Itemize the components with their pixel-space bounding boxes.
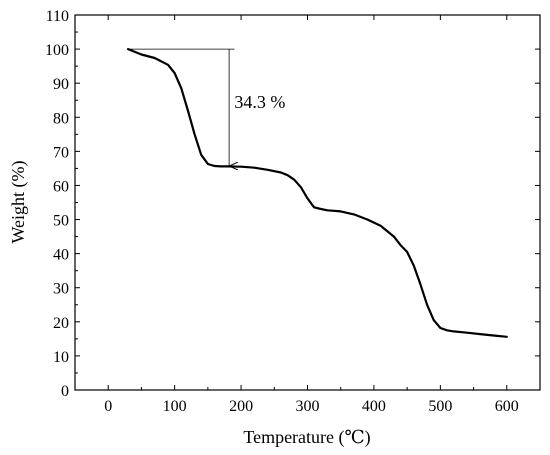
y-tick-label: 100 (45, 42, 69, 59)
y-tick-label: 80 (53, 110, 69, 127)
y-tick-label: 110 (46, 8, 69, 25)
x-axis: 0 100 200 300 400 500 600 (74, 15, 541, 415)
y-tick-label: 0 (61, 383, 69, 400)
y-tick-label: 50 (53, 213, 69, 230)
x-tick-label: 100 (163, 398, 187, 415)
series-layer (127, 47, 508, 338)
y-tick-label: 70 (53, 144, 69, 161)
y-tick-label: 90 (53, 76, 69, 93)
y-tick-label: 20 (53, 315, 69, 332)
y-axis: 0 10 20 30 40 50 60 70 80 90 100 110 (45, 8, 540, 400)
x-tick-label: 400 (362, 398, 386, 415)
series-line (127, 47, 508, 338)
y-axis-title: Weight (%) (8, 160, 29, 243)
y-tick-label: 10 (53, 349, 69, 366)
annotation-layer: 34.3 % (128, 48, 285, 166)
y-tick-label: 60 (53, 178, 69, 195)
annotation-label: 34.3 % (234, 92, 285, 112)
x-axis-title: Temperature (℃) (243, 427, 370, 448)
x-tick-label: 600 (495, 398, 519, 415)
x-tick-label: 500 (428, 398, 452, 415)
y-tick-label: 30 (53, 281, 69, 298)
x-tick-label: 0 (104, 398, 112, 415)
x-tick-label: 200 (229, 398, 253, 415)
y-tick-label: 40 (53, 247, 69, 264)
x-tick-label: 300 (296, 398, 320, 415)
